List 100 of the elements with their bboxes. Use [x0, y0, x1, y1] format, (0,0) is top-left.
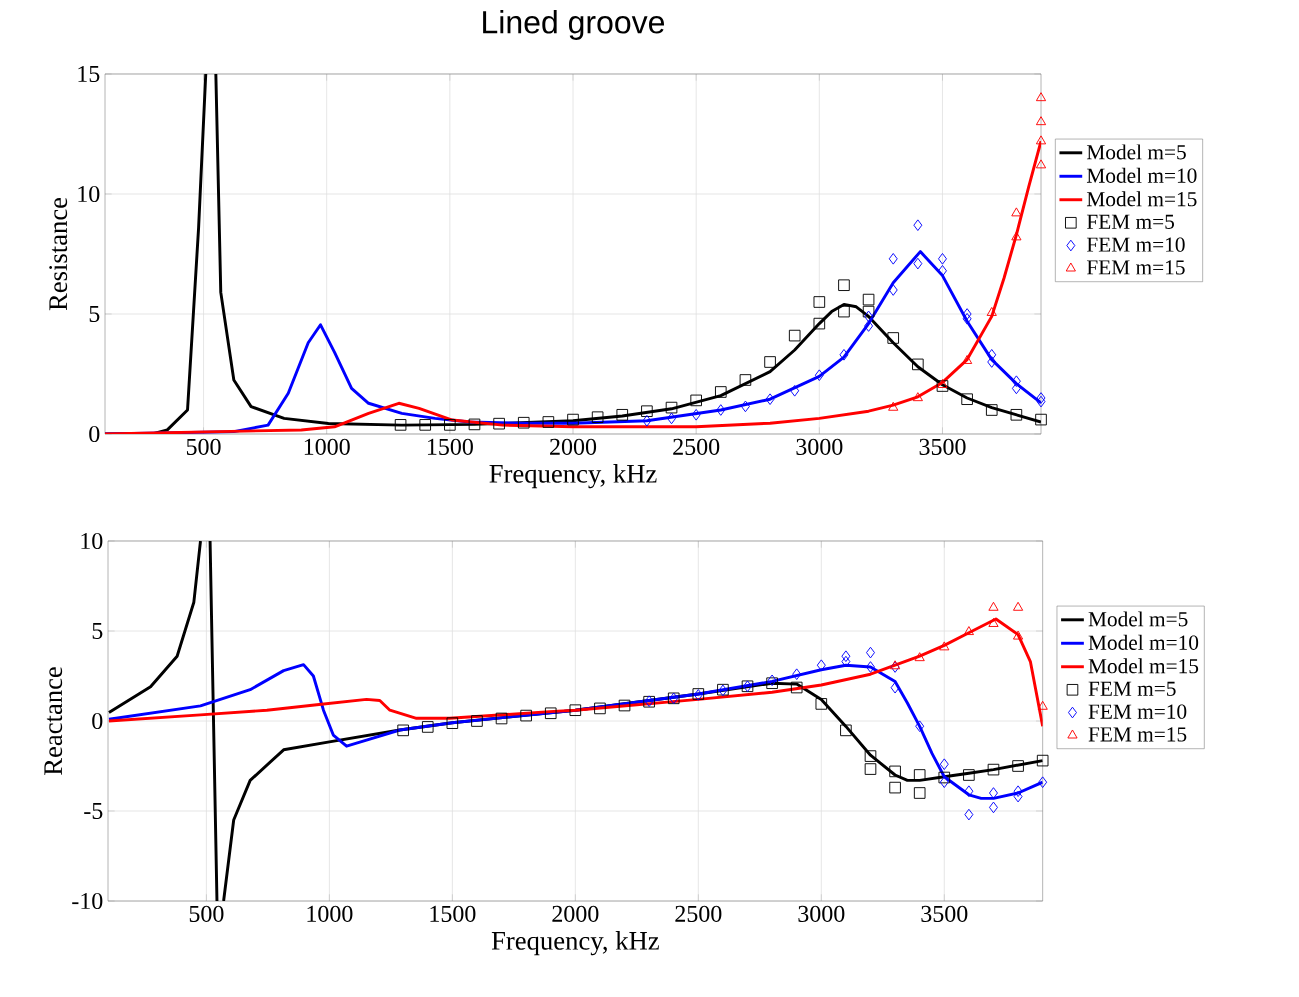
y-tick-label: 0 — [89, 425, 100, 443]
y-tick-label: 5 — [89, 306, 100, 322]
x-tick-label: 3500 — [921, 905, 968, 922]
point — [814, 369, 824, 381]
legend-label: FEM m=5 — [1086, 214, 1174, 229]
point — [446, 717, 459, 729]
point — [1035, 135, 1047, 145]
point — [961, 393, 973, 405]
legend-label: FEM m=15 — [1086, 260, 1185, 275]
point — [864, 750, 877, 762]
point — [864, 310, 874, 323]
x-tick-label: 2000 — [552, 905, 599, 922]
point — [913, 787, 926, 799]
point — [493, 417, 505, 430]
point — [962, 354, 973, 364]
point — [594, 702, 606, 715]
x-tick-label: 2500 — [675, 905, 722, 922]
x-tick-label: 1500 — [430, 905, 476, 922]
y-tick-label: 10 — [81, 532, 103, 550]
point — [618, 699, 631, 712]
point — [964, 808, 974, 821]
legend-label: Model m=15 — [1086, 191, 1197, 207]
legend-label: Model m=15 — [1088, 658, 1199, 674]
point — [1011, 231, 1022, 241]
point — [838, 305, 850, 318]
point — [397, 724, 409, 737]
point — [887, 332, 900, 344]
point — [862, 293, 875, 306]
point — [1010, 409, 1023, 421]
point — [889, 781, 901, 794]
point — [838, 279, 850, 291]
point — [691, 409, 701, 421]
point — [788, 329, 801, 342]
point — [964, 785, 974, 797]
point — [889, 765, 901, 778]
x-axis-title: Frequency, kHz — [489, 464, 657, 489]
point — [912, 358, 924, 371]
point — [1011, 375, 1021, 387]
point — [914, 652, 925, 662]
point — [888, 284, 898, 296]
x-tick-label: 1000 — [307, 905, 353, 922]
point — [988, 601, 999, 611]
x-tick-label: 3000 — [798, 905, 845, 922]
point — [864, 763, 877, 775]
point — [813, 317, 826, 330]
point — [862, 305, 875, 318]
point — [913, 257, 923, 270]
point — [714, 386, 727, 398]
point — [1036, 395, 1046, 408]
point — [1011, 207, 1022, 217]
point — [963, 626, 974, 636]
point — [542, 416, 555, 428]
point — [912, 392, 923, 402]
x-tick-label: 1500 — [427, 438, 473, 455]
point — [764, 356, 776, 368]
point — [567, 413, 579, 426]
point — [1036, 754, 1049, 767]
point — [963, 769, 975, 781]
point — [839, 349, 849, 361]
point — [913, 219, 923, 231]
point — [813, 296, 826, 308]
point — [936, 380, 949, 392]
point — [988, 618, 999, 627]
x-tick-label: 1000 — [304, 438, 350, 455]
point — [495, 712, 508, 725]
point — [987, 763, 1000, 776]
point — [841, 650, 851, 663]
point — [1035, 116, 1047, 126]
point — [1013, 790, 1023, 803]
point — [1013, 785, 1023, 797]
x-tick-label: 500 — [186, 438, 221, 455]
point — [888, 401, 899, 411]
legend-label: Model m=10 — [1088, 634, 1199, 650]
x-tick-label: 2000 — [550, 438, 597, 455]
point — [716, 404, 726, 416]
x-axis-title: Frequency, kHz — [491, 931, 659, 956]
x-tick-label: 500 — [189, 905, 224, 922]
y-tick-label: -5 — [84, 803, 103, 819]
legend-label: FEM m=15 — [1088, 727, 1187, 742]
legend-label: FEM m=10 — [1088, 704, 1187, 719]
point — [987, 356, 997, 368]
legend-label: FEM m=5 — [1088, 681, 1176, 696]
legend-label: FEM m=10 — [1086, 237, 1185, 252]
y-tick-label: 5 — [92, 623, 103, 639]
point — [1035, 413, 1047, 426]
y-axis-title: Resistance — [49, 197, 68, 311]
point — [866, 661, 875, 673]
legend-label: Model m=10 — [1086, 167, 1197, 183]
point — [790, 384, 800, 397]
point — [1012, 601, 1024, 611]
point — [792, 668, 802, 681]
point — [888, 252, 898, 265]
point — [641, 405, 653, 417]
point — [765, 393, 775, 405]
point — [937, 378, 948, 388]
point — [985, 404, 998, 416]
legend-label: Model m=5 — [1086, 144, 1186, 160]
point — [939, 758, 949, 770]
point — [1038, 776, 1048, 788]
point — [468, 418, 481, 431]
